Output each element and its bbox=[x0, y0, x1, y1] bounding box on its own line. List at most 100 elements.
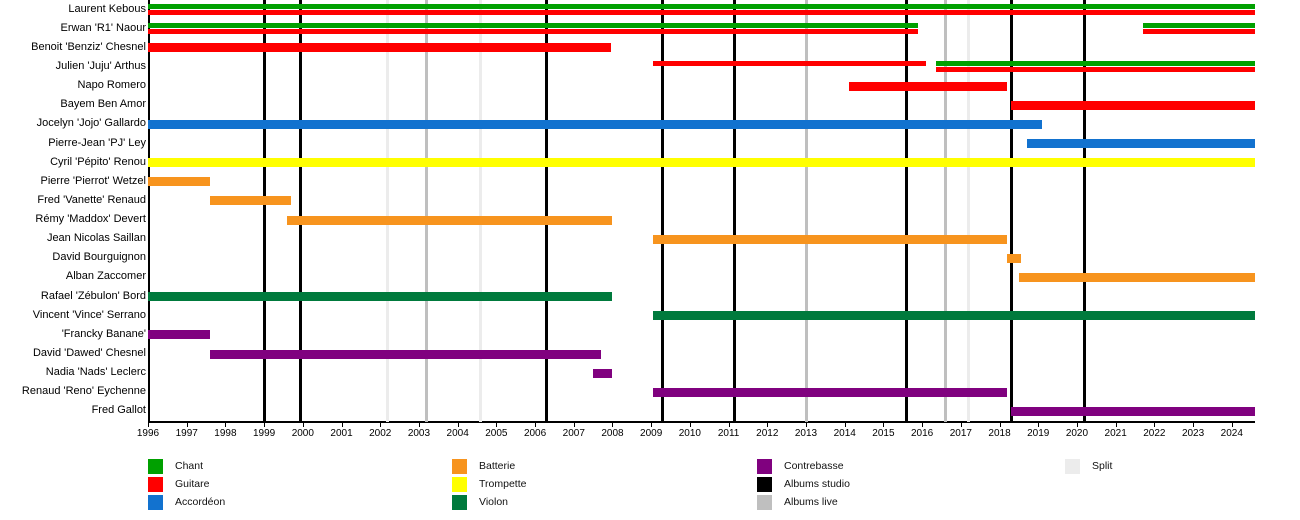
x-tick bbox=[573, 422, 575, 427]
timeline-bar bbox=[148, 9, 1255, 15]
x-tick bbox=[1231, 422, 1233, 427]
chart-legend: Chant Guitare Accordéon Batterie Trompette Vi… bbox=[0, 458, 1300, 520]
x-tick-label: 2013 bbox=[794, 428, 818, 439]
timeline-bar bbox=[1011, 406, 1255, 416]
event-line-studio bbox=[732, 0, 736, 422]
legend-label: Albums live bbox=[784, 496, 838, 508]
timeline-bar bbox=[148, 330, 210, 340]
legend-contrebasse[interactable]: Contrebasse bbox=[757, 458, 844, 474]
x-tick-label: 2018 bbox=[988, 428, 1011, 439]
member-label: David Bourguignon bbox=[52, 251, 146, 264]
x-tick bbox=[457, 422, 459, 427]
legend-swatch bbox=[148, 494, 163, 510]
member-label: 'Francky Banane' bbox=[61, 327, 146, 340]
x-tick-label: 1997 bbox=[175, 428, 198, 439]
member-label: Renaud 'Reno' Eychenne bbox=[21, 385, 146, 398]
timeline-bar bbox=[1142, 28, 1255, 34]
event-line-live bbox=[943, 0, 947, 422]
member-label: Fred 'Vanette' Renaud bbox=[37, 193, 146, 206]
legend-label: Violon bbox=[479, 496, 508, 508]
x-tick bbox=[844, 422, 846, 427]
legend-split[interactable]: Split bbox=[1065, 458, 1112, 474]
timeline-bar bbox=[653, 311, 1255, 321]
legend-batterie[interactable]: Batterie bbox=[452, 458, 515, 474]
legend-label: Chant bbox=[175, 460, 204, 472]
legend-swatch bbox=[452, 458, 467, 474]
x-tick-label: 2012 bbox=[756, 428, 779, 439]
x-tick-label: 2008 bbox=[601, 428, 624, 439]
member-label: Laurent Kebous bbox=[68, 2, 146, 15]
member-label: Rémy 'Maddox' Devert bbox=[35, 213, 146, 226]
x-tick-label: 2010 bbox=[678, 428, 701, 439]
x-tick bbox=[960, 422, 962, 427]
x-axis-line bbox=[148, 421, 1255, 423]
x-tick bbox=[651, 422, 653, 427]
member-label: Pierre-Jean 'PJ' Ley bbox=[48, 136, 146, 149]
x-tick bbox=[418, 422, 420, 427]
timeline-bar bbox=[287, 215, 613, 225]
legend-swatch bbox=[1065, 458, 1080, 474]
legend-label: Batterie bbox=[479, 460, 516, 472]
x-tick bbox=[341, 422, 343, 427]
legend-accordeon[interactable]: Accordéon bbox=[148, 494, 225, 510]
x-tick-label: 2023 bbox=[1181, 428, 1205, 439]
legend-swatch bbox=[148, 476, 163, 492]
timeline-bar bbox=[653, 234, 1008, 244]
legend-label: Guitare bbox=[175, 478, 210, 490]
x-tick bbox=[1154, 422, 1156, 427]
member-label: Alban Zaccomer bbox=[65, 270, 146, 283]
event-line-studio bbox=[1083, 0, 1087, 422]
x-tick bbox=[883, 422, 885, 427]
legend-label: Contrebasse bbox=[784, 460, 844, 472]
x-axis-ticks: 1996 1997 1998 1999 2000 2001 2002 2003 2004 2005… bbox=[0, 422, 1300, 444]
x-tick-label: 2007 bbox=[562, 428, 585, 439]
x-tick bbox=[806, 422, 807, 427]
member-label: Pierre 'Pierrot' Wetzel bbox=[40, 174, 146, 187]
x-tick bbox=[689, 422, 691, 427]
timeline-bar bbox=[148, 4, 1255, 10]
x-tick-label: 2015 bbox=[872, 428, 895, 439]
x-tick-label: 2022 bbox=[1143, 428, 1166, 439]
legend-albums-live[interactable]: Albums live bbox=[757, 494, 838, 510]
event-line-split bbox=[479, 0, 483, 422]
legend-trompette[interactable]: Trompette bbox=[452, 476, 526, 492]
x-tick bbox=[1076, 422, 1078, 427]
x-tick bbox=[1115, 422, 1117, 427]
legend-swatch bbox=[452, 476, 467, 492]
x-tick bbox=[612, 422, 614, 427]
x-tick-label: 2003 bbox=[407, 428, 431, 439]
legend-label: Albums studio bbox=[784, 478, 850, 490]
x-tick bbox=[264, 422, 266, 427]
event-line-studio bbox=[905, 0, 909, 422]
plot-area bbox=[148, 0, 1255, 422]
member-label: Jocelyn 'Jojo' Gallardo bbox=[36, 117, 146, 130]
x-tick bbox=[922, 422, 924, 427]
x-tick-label: 2024 bbox=[1220, 428, 1243, 439]
legend-chant[interactable]: Chant bbox=[148, 458, 203, 474]
legend-swatch bbox=[757, 458, 772, 474]
x-tick bbox=[225, 422, 227, 427]
legend-guitare[interactable]: Guitare bbox=[148, 476, 209, 492]
x-tick-label: 1996 bbox=[136, 428, 160, 439]
legend-violon[interactable]: Violon bbox=[452, 494, 508, 510]
x-tick-label: 2017 bbox=[949, 428, 972, 439]
legend-swatch bbox=[148, 458, 163, 474]
x-tick-label: 2009 bbox=[640, 428, 663, 439]
member-label: Nadia 'Nads' Leclerc bbox=[45, 366, 146, 379]
timeline-bar bbox=[148, 43, 611, 53]
x-tick-label: 1999 bbox=[252, 428, 276, 439]
member-label: Rafael 'Zébulon' Bord bbox=[40, 289, 146, 302]
timeline-bar bbox=[148, 23, 919, 29]
legend-albums-studio[interactable]: Albums studio bbox=[757, 476, 850, 492]
legend-swatch bbox=[452, 494, 467, 510]
timeline-bar bbox=[148, 292, 613, 302]
timeline-bar bbox=[148, 28, 919, 34]
event-line-split bbox=[967, 0, 971, 422]
x-tick-label: 2014 bbox=[833, 428, 856, 439]
event-line-studio bbox=[1009, 0, 1013, 422]
event-line-split bbox=[386, 0, 390, 422]
timeline-bar bbox=[848, 81, 1008, 91]
x-tick bbox=[728, 422, 730, 427]
timeline-bar bbox=[1026, 139, 1255, 149]
event-line-studio bbox=[661, 0, 665, 422]
